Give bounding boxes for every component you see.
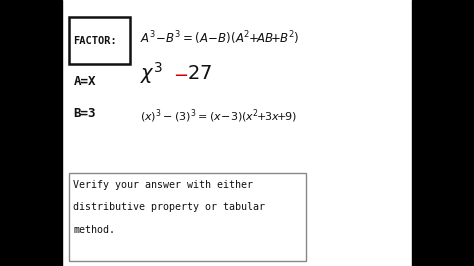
Text: $\chi^3$: $\chi^3$ [140,60,163,86]
Text: FACTOR:: FACTOR: [73,36,117,45]
Text: $A^3\!-\!B^3 = (A\!-\!B)(A^2\!\!+\!\!AB\!\!+\!\!B^2)$: $A^3\!-\!B^3 = (A\!-\!B)(A^2\!\!+\!\!AB\… [140,30,299,47]
Text: $-$: $-$ [173,65,188,84]
Bar [62,0,412,165]
Text: Verify your answer with either: Verify your answer with either [73,180,254,190]
Bar [69,173,306,261]
Bar [62,0,412,266]
Text: $27$: $27$ [187,64,212,83]
Text: method.: method. [73,225,116,235]
Bar [62,165,412,266]
Text: distributive property or tabular: distributive property or tabular [73,202,265,213]
Bar [69,17,130,64]
Text: A=X: A=X [73,75,96,88]
Bar [0,0,62,266]
Bar [412,0,474,266]
Text: B=3: B=3 [73,107,96,119]
Text: $(x)^3-(3)^3=(x\!-\!3)(x^2\!\!+\!\!3x\!\!+\!\!9)$: $(x)^3-(3)^3=(x\!-\!3)(x^2\!\!+\!\!3x\!\… [140,107,297,124]
